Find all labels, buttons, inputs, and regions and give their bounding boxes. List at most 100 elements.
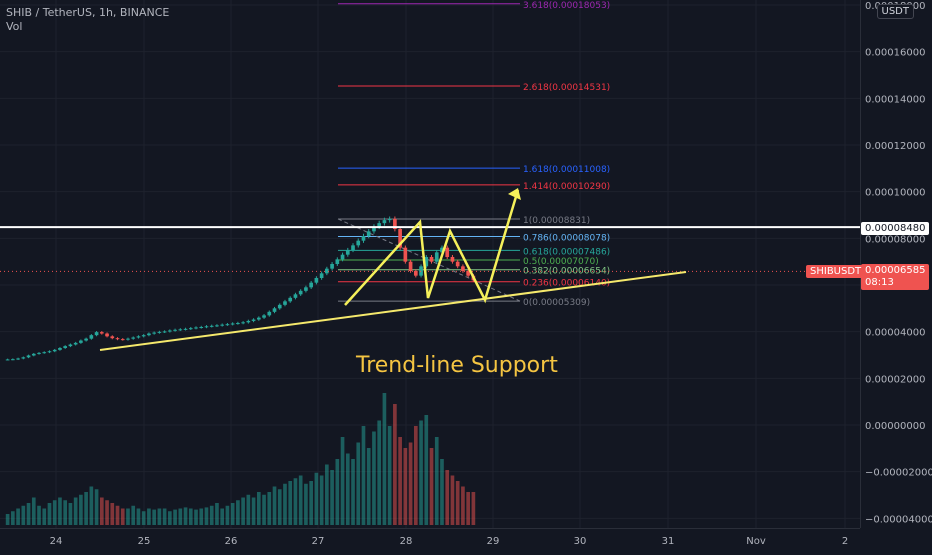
chart-area[interactable]: 3.618(0.00018053) 2.618(0.00014531) 1.618(… [0,0,860,528]
volume-bar [382,393,387,525]
candle-body [372,226,376,232]
candle-body [319,273,324,278]
candle-body [298,290,303,295]
volume-bar [340,437,345,525]
candle-body [251,319,256,321]
candle-body [272,308,277,312]
volume-bar [183,507,188,525]
candle-body [84,338,88,341]
volume-bar [188,508,193,525]
price-tick-label: −0.00002000 [865,468,932,479]
volume-bar [68,503,73,525]
volume-bar [37,505,41,525]
candle-body [403,247,408,262]
candle-body [215,325,219,327]
candle-body [126,338,130,340]
volume-bar [131,505,136,525]
volume-bar [288,481,293,525]
fib-level-label: 0.382(0.00006654) [523,267,610,277]
volume-bar [42,508,47,525]
candle-body [413,271,418,276]
projected-path[interactable] [344,189,520,306]
trendline[interactable] [99,271,687,351]
volume-bar [298,475,303,525]
price-tick-label: 0.00004000 [865,328,925,339]
candle-body [429,257,434,262]
candle-body [220,324,225,326]
fib-trend-line [337,218,521,302]
volume-bar [356,442,361,525]
volume-bar [11,511,15,525]
candle-body [73,342,78,345]
price-tick-label: −0.00004000 [865,514,932,525]
time-tick-label: 29 [487,536,500,547]
volume-bar [455,481,460,525]
volume-bar [94,489,99,525]
candle-body [387,218,392,221]
price-tick-label: 0.00002000 [865,374,925,385]
candle-body [466,271,470,276]
candle-body [262,315,266,318]
candle-body [152,332,156,334]
time-axis[interactable]: 24 25 26 27 28 29 30 31 Nov 2 [0,528,860,550]
candle-body [230,323,235,325]
candle-body [141,335,146,337]
price-chart[interactable]: 3.618(0.00018053) 2.618(0.00014531) 1.618(… [0,0,860,528]
volume-bar [79,494,83,525]
volume-bar [319,475,324,525]
volume-bar [152,509,156,525]
price-tick-label: 0.00016000 [865,48,925,59]
candle-body [445,247,450,257]
volume-bar [162,508,167,525]
candle-body [225,324,230,326]
volume-bar [115,505,120,525]
candle-body [63,346,68,348]
fib-level-label: 0.5(0.00007070) [523,257,599,267]
price-tick-label: 0.00012000 [865,141,925,152]
volume-bar [209,505,214,525]
volume-bar [450,475,455,525]
candle-body [361,236,366,241]
candle-body [314,278,319,283]
candle-body [79,340,83,343]
fib-retracement[interactable]: 3.618(0.00018053) 2.618(0.00014531) 1.618(… [337,1,610,308]
volume-bar [262,494,266,525]
volume-label[interactable]: Vol [6,20,23,33]
volume-bar [440,459,444,525]
candle-body [330,264,334,269]
symbol-tag: SHIBUSDT [806,265,866,278]
candle-body [178,329,183,331]
candle-body [89,335,94,339]
candle-body [115,338,120,340]
symbol-title[interactable]: SHIB / TetherUS, 1h, BINANCE [6,6,170,19]
candle-body [335,259,340,264]
time-tick-label: 26 [225,536,238,547]
candle-body [246,320,251,323]
volume-bar [147,508,151,525]
volume-bars [5,393,476,525]
volume-bar [110,503,115,525]
volume-bar [220,508,225,525]
volume-bar [16,508,20,525]
volume-bar [413,426,418,525]
volume-bar [335,459,340,525]
last-price-value: 0.00006585 [865,265,926,276]
volume-bar [230,503,235,525]
candle-body [11,359,15,361]
price-axis[interactable]: USDT 0.000180000.000160000.000140000.000… [860,0,932,528]
candle-body [173,329,177,331]
volume-bar [330,470,334,525]
candle-body [162,331,167,333]
candles [5,216,476,361]
volume-bar [309,481,313,525]
candle-body [293,294,298,298]
last-price-label: 0.00006585 08:13 [861,264,930,290]
price-tick-label: 0.00008000 [865,234,925,245]
currency-button[interactable]: USDT [876,4,914,19]
volume-bar [241,497,245,525]
candle-body [304,287,308,291]
candle-body [42,352,47,354]
resistance-price-label: 0.00008480 [861,222,930,235]
volume-bar [58,497,62,525]
volume-bar [366,448,371,525]
